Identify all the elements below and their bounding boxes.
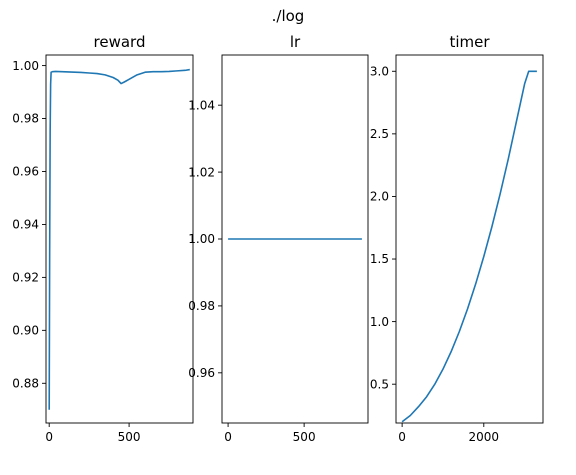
x-tick-label: 500 (118, 430, 141, 444)
y-tick-label: 0.94 (12, 218, 39, 232)
y-tick-label: 0.5 (370, 377, 389, 391)
x-tick-label: 0 (224, 430, 232, 444)
y-tick-label: 1.5 (370, 252, 389, 266)
y-tick-label: 0.98 (12, 112, 39, 126)
y-tick-label: 3.0 (370, 64, 389, 78)
figure-suptitle: ./log (272, 7, 305, 25)
y-tick-label: 1.0 (370, 315, 389, 329)
x-tick-label: 2000 (469, 430, 500, 444)
y-tick-label: 0.92 (12, 271, 39, 285)
y-tick-label: 2.5 (370, 127, 389, 141)
y-tick-label: 2.0 (370, 190, 389, 204)
series-line (401, 70, 537, 423)
y-tick-label: 1.00 (12, 59, 39, 73)
axes-frame (395, 54, 544, 424)
y-tick-label: 0.96 (12, 165, 39, 179)
y-tick-label: 0.88 (12, 376, 39, 390)
y-tick-label: 1.04 (188, 98, 215, 112)
subplot-title: reward (94, 33, 146, 51)
subplot-lr: lr 0.96 0.98 1.00 1.02 1.04 0 500 (188, 33, 369, 444)
x-tick-label: 0 (45, 430, 53, 444)
y-tick-label: 1.02 (188, 165, 215, 179)
subplot-timer: timer 0.5 1.0 1.5 2.0 2.5 3.0 0 2000 (370, 33, 544, 444)
x-tick-label: 0 (398, 430, 406, 444)
axes-frame (45, 54, 194, 424)
subplot-reward: reward 0.88 0.90 0.92 0.94 0.96 0.98 1.00 0 500 (12, 33, 194, 444)
y-tick-label: 0.90 (12, 324, 39, 338)
y-tick-label: 0.96 (188, 366, 215, 380)
y-tick-label: 1.00 (188, 232, 215, 246)
subplot-title: lr (290, 33, 301, 51)
y-tick-label: 0.98 (188, 299, 215, 313)
x-tick-label: 500 (293, 430, 316, 444)
series-line (48, 68, 190, 410)
subplot-title: timer (449, 33, 490, 51)
